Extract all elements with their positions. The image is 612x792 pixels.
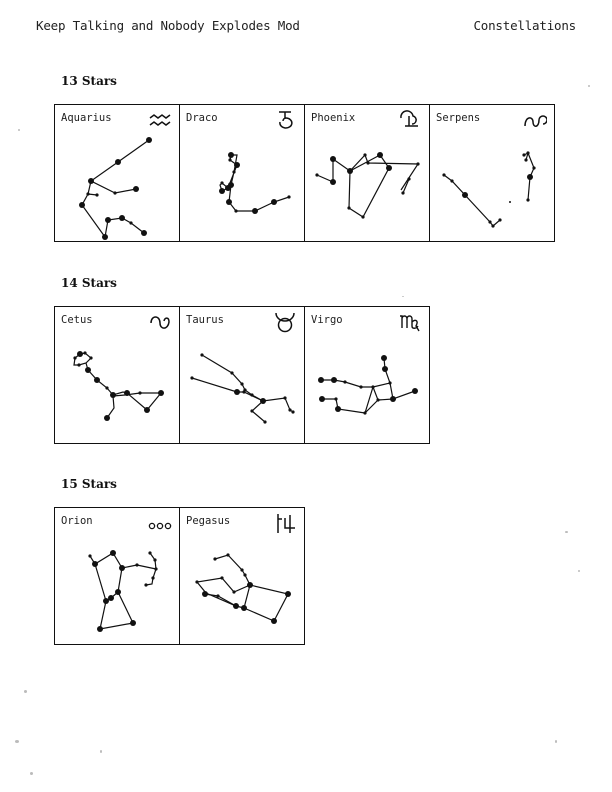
paper-speck (24, 690, 27, 693)
constellation-card-serpens: Serpens (429, 104, 555, 242)
header-page-title: Constellations (473, 18, 576, 33)
paper-speck (555, 740, 557, 743)
constellation-name-serpens: Serpens (436, 112, 481, 124)
pegasus-star-chart (195, 553, 291, 624)
constellation-card-cetus: Cetus (54, 306, 180, 444)
virgo-star-chart (318, 355, 418, 415)
constellation-name-phoenix: Phoenix (311, 112, 356, 124)
paper-speck (18, 129, 20, 131)
paper-speck (100, 750, 102, 753)
constellation-grid-14: Cetus Taurus (54, 306, 430, 444)
draco-star-chart (219, 152, 291, 214)
serpens-symbol-icon (524, 115, 547, 127)
taurus-symbol-icon (275, 312, 295, 333)
paper-speck (15, 740, 19, 743)
paper-speck (565, 531, 568, 533)
section-title-13-stars: 13 Stars (61, 74, 117, 88)
constellation-name-virgo: Virgo (311, 314, 343, 326)
virgo-symbol-icon (400, 315, 420, 332)
section-title-14-stars: 14 Stars (61, 276, 117, 290)
cetus-star-chart (73, 351, 164, 421)
aquarius-star-chart (79, 137, 152, 240)
paper-speck (588, 85, 590, 87)
draco-symbol-icon (279, 111, 293, 129)
constellation-name-aquarius: Aquarius (61, 112, 112, 124)
aquarius-symbol-icon (149, 114, 171, 126)
constellation-name-cetus: Cetus (61, 314, 93, 326)
orion-symbol-icon (148, 522, 172, 530)
phoenix-star-chart (315, 152, 420, 219)
constellation-card-orion: Orion (54, 507, 180, 645)
paper-speck (402, 296, 404, 297)
constellation-grid-15: Orion Pegasus (54, 507, 305, 645)
paper-speck (30, 772, 33, 775)
constellation-card-aquarius: Aquarius (54, 104, 180, 242)
paper-speck (578, 570, 580, 572)
constellation-card-phoenix: Phoenix (304, 104, 430, 242)
constellation-name-taurus: Taurus (186, 314, 224, 326)
constellation-card-draco: Draco (179, 104, 305, 242)
constellation-card-taurus: Taurus (179, 306, 305, 444)
taurus-star-chart (190, 353, 295, 424)
constellation-name-orion: Orion (61, 515, 93, 527)
constellation-name-pegasus: Pegasus (186, 515, 231, 527)
orion-star-chart (88, 550, 158, 632)
constellation-grid-13: Aquarius Draco (54, 104, 555, 242)
phoenix-symbol-icon (400, 110, 418, 127)
serpens-star-chart (442, 151, 536, 228)
section-title-15-stars: 15 Stars (61, 477, 117, 491)
constellation-card-pegasus: Pegasus (179, 507, 305, 645)
pegasus-symbol-icon (277, 514, 295, 533)
constellation-card-virgo: Virgo (304, 306, 430, 444)
constellation-name-draco: Draco (186, 112, 218, 124)
cetus-symbol-icon (150, 316, 170, 329)
header-mod-title: Keep Talking and Nobody Explodes Mod (36, 18, 300, 33)
